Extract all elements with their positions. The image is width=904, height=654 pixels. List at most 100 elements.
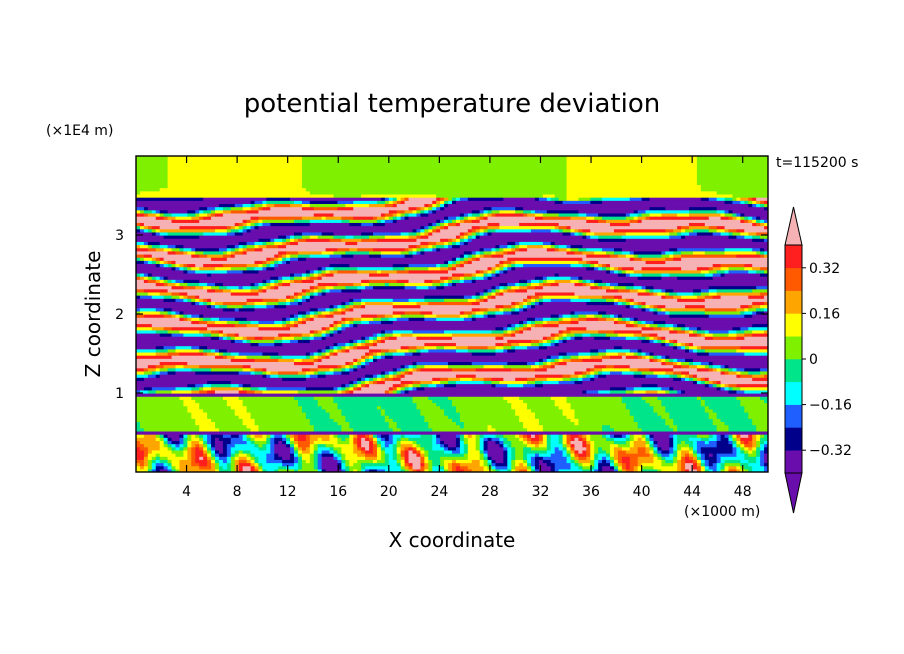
field-cell <box>404 310 421 315</box>
field-cell <box>357 241 421 246</box>
field-cell <box>720 231 730 236</box>
field-cell <box>373 342 378 347</box>
field-cell <box>657 468 662 472</box>
field-cell <box>641 462 662 467</box>
field-cell <box>384 418 394 423</box>
field-cell <box>538 345 548 350</box>
field-cell <box>748 459 757 464</box>
field-cell <box>740 304 749 309</box>
field-cell <box>641 468 658 472</box>
field-cell <box>254 453 267 457</box>
field-cell <box>218 459 224 464</box>
field-cell <box>760 272 768 277</box>
field-cell <box>301 184 568 189</box>
field-cell <box>432 200 437 204</box>
field-cell <box>744 408 768 413</box>
field-cell <box>226 304 244 309</box>
field-cell <box>744 212 768 217</box>
field-cell <box>459 241 465 246</box>
field-cell <box>321 462 339 467</box>
field-cell <box>357 383 362 388</box>
field-cell <box>503 310 512 315</box>
field-cell <box>143 370 153 375</box>
field-cell <box>673 257 682 261</box>
field-cell <box>527 282 532 287</box>
field-cell <box>503 456 508 460</box>
field-cell <box>369 361 414 366</box>
field-cell <box>748 411 768 416</box>
field-cell <box>432 279 441 283</box>
field-cell <box>463 434 469 438</box>
field-cell <box>369 336 374 340</box>
field-cell <box>376 342 425 347</box>
field-cell <box>199 295 287 299</box>
field-cell <box>760 200 765 204</box>
field-cell <box>286 260 291 265</box>
field-cell <box>199 389 208 394</box>
field-cell <box>183 247 192 252</box>
field-cell <box>337 456 342 460</box>
field-cell <box>361 282 370 287</box>
field-cell <box>637 320 643 325</box>
field-cell <box>278 332 291 337</box>
field-cell <box>440 206 445 211</box>
field-cell <box>297 291 303 296</box>
field-cell <box>238 351 263 356</box>
field-cell <box>566 159 698 163</box>
field-cell <box>167 440 173 445</box>
field-cell <box>139 190 311 195</box>
field-cell <box>444 206 485 211</box>
field-cell <box>661 336 666 340</box>
field-cell <box>448 203 749 208</box>
field-cell <box>448 443 457 448</box>
field-cell <box>167 159 303 163</box>
field-cell <box>333 314 362 318</box>
field-cell <box>396 203 425 208</box>
field-cell <box>349 434 354 438</box>
field-cell <box>554 272 560 277</box>
field-cell <box>531 342 540 347</box>
field-cell <box>503 332 512 337</box>
field-cell <box>238 222 244 227</box>
field-cell <box>333 418 346 423</box>
field-cell <box>570 276 579 280</box>
field-cell <box>491 295 497 299</box>
field-cell <box>301 291 307 296</box>
field-cell <box>183 364 200 369</box>
field-cell <box>681 225 690 230</box>
field-cell <box>392 383 402 388</box>
field-cell <box>242 244 248 249</box>
field-cell <box>175 310 181 315</box>
field-cell <box>432 225 437 230</box>
field-cell <box>452 241 457 246</box>
field-cell <box>416 336 453 340</box>
field-cell <box>408 383 414 388</box>
field-cell <box>606 456 611 460</box>
field-cell <box>211 383 232 388</box>
field-cell <box>617 301 623 306</box>
field-cell <box>155 279 161 283</box>
field-cell <box>527 244 544 249</box>
field-cell <box>167 351 181 356</box>
field-cell <box>341 329 382 334</box>
field-cell <box>357 323 508 328</box>
field-cell <box>136 228 141 233</box>
field-cell <box>617 468 623 472</box>
field-cell <box>483 443 489 448</box>
field-cell <box>139 462 145 467</box>
field-cell <box>321 468 327 472</box>
field-cell <box>155 437 161 441</box>
field-cell <box>211 298 248 302</box>
field-cell <box>317 355 323 359</box>
field-cell <box>203 231 228 236</box>
field-cell <box>211 456 216 460</box>
field-cell <box>586 367 591 372</box>
field-cell <box>673 370 682 375</box>
field-cell <box>301 203 311 208</box>
field-cell <box>230 209 248 214</box>
field-cell <box>384 351 394 356</box>
field-cell <box>187 383 196 388</box>
field-cell <box>633 216 639 220</box>
field-cell <box>550 336 556 340</box>
field-cell <box>412 228 418 233</box>
